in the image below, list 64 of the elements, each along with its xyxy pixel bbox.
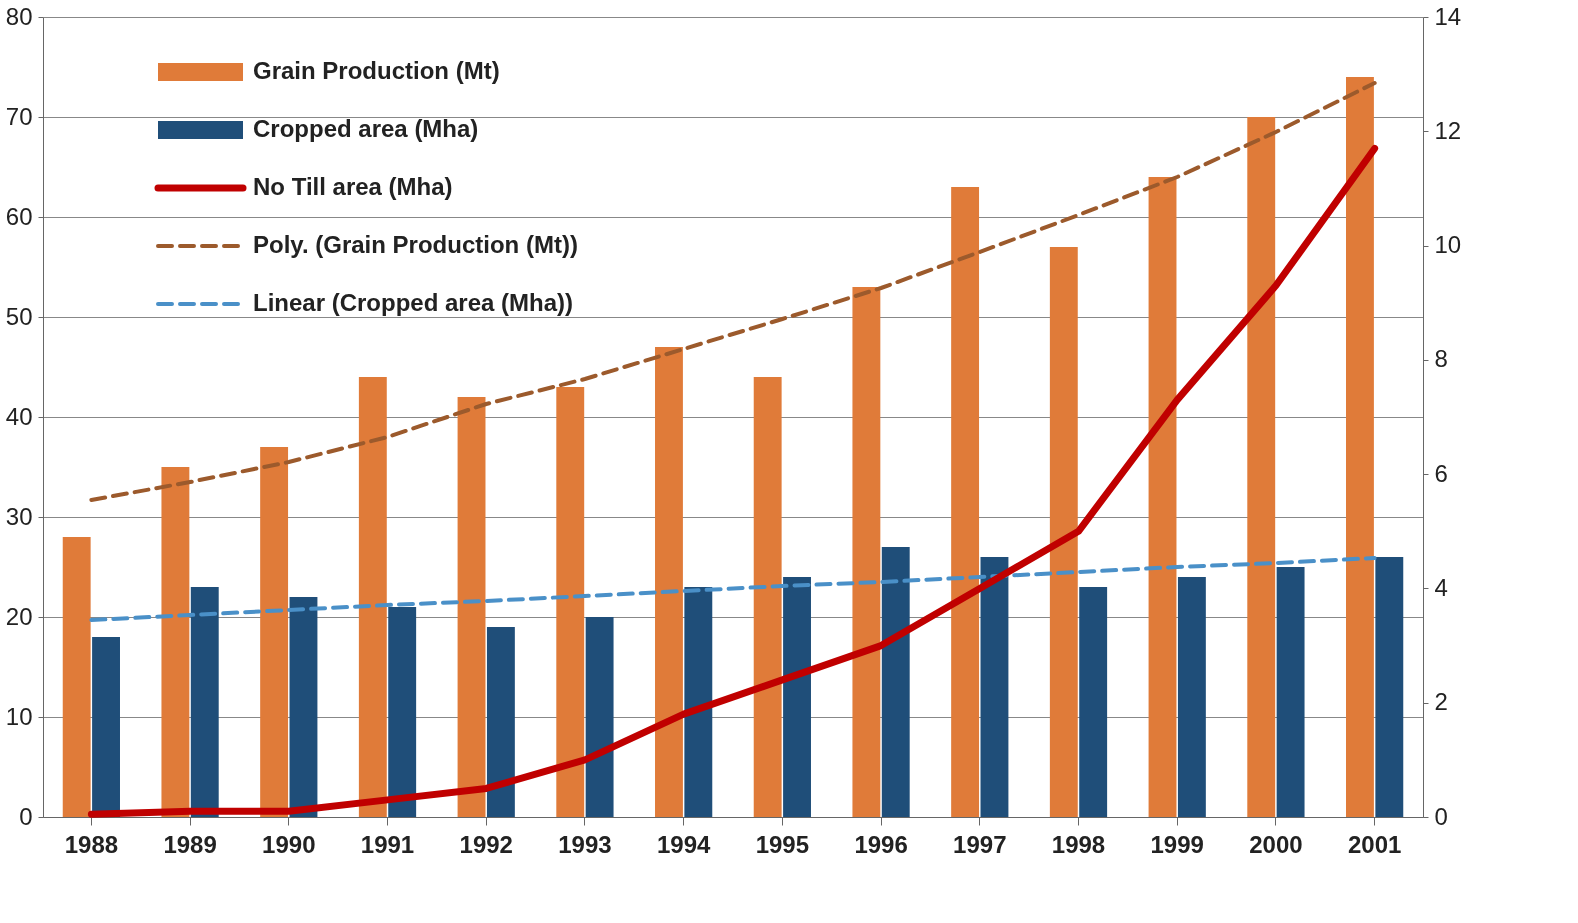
bar (486, 627, 515, 817)
y2-tick-label: 10 (1434, 231, 1462, 259)
bar (852, 287, 881, 817)
bar (190, 587, 219, 817)
bar (1375, 557, 1404, 817)
bar (753, 377, 782, 817)
bar (62, 537, 91, 817)
bar (556, 387, 585, 817)
y2-tick-label: 2 (1434, 688, 1448, 716)
y-tick-label: 30 (5, 502, 33, 530)
bar (951, 187, 980, 817)
bar (260, 447, 289, 817)
legend-label: Linear (Cropped area (Mha)) (253, 289, 574, 316)
x-tick-label: 1990 (262, 830, 316, 858)
bar (1148, 177, 1177, 817)
y-tick-label: 80 (5, 2, 33, 30)
bar (655, 347, 683, 817)
bar (1346, 77, 1374, 817)
bar (783, 577, 811, 817)
x-tick-label: 1992 (459, 830, 513, 858)
y2-tick-label: 12 (1434, 116, 1462, 144)
bar (161, 467, 190, 817)
x-tick-label: 2001 (1347, 830, 1402, 858)
y2-tick-label: 6 (1434, 459, 1448, 487)
bar (1079, 587, 1108, 817)
bar (1276, 567, 1305, 817)
x-tick-label: 1989 (163, 830, 217, 858)
y2-tick-label: 14 (1434, 2, 1462, 30)
x-tick-label: 1991 (360, 830, 415, 858)
x-tick-label: 1999 (1150, 830, 1204, 858)
bar (684, 587, 713, 817)
x-tick-label: 1996 (854, 830, 908, 858)
y2-tick-label: 8 (1434, 345, 1448, 373)
y-tick-label: 70 (5, 102, 33, 130)
y-tick-label: 20 (5, 602, 33, 630)
y-tick-label: 40 (5, 402, 33, 430)
x-tick-label: 1993 (558, 830, 612, 858)
bar (1247, 117, 1276, 817)
x-tick-label: 2000 (1249, 830, 1303, 858)
bar (457, 397, 486, 817)
legend-label: Poly. (Grain Production (Mt)) (253, 231, 578, 258)
x-tick-label: 1997 (953, 830, 1007, 858)
y-tick-label: 10 (5, 702, 33, 730)
bar (980, 557, 1009, 817)
bar (1049, 247, 1078, 817)
line-series (89, 556, 1377, 622)
y-tick-label: 0 (19, 802, 33, 830)
bar (388, 607, 417, 817)
x-tick-label: 1988 (64, 830, 119, 858)
legend-label: Grain Production (Mt) (253, 57, 500, 84)
legend-label: No Till area (Mha) (253, 173, 453, 200)
y2-tick-label: 0 (1434, 802, 1448, 830)
bar (585, 617, 614, 817)
x-tick-label: 1998 (1051, 830, 1106, 858)
x-tick-label: 1995 (755, 830, 810, 858)
bar (881, 547, 910, 817)
y-tick-label: 50 (5, 302, 33, 330)
bar (289, 597, 318, 817)
y-tick-label: 60 (5, 202, 33, 230)
x-tick-label: 1994 (656, 830, 711, 858)
bar (358, 377, 387, 817)
legend-label: Cropped area (Mha) (253, 115, 479, 142)
y2-tick-label: 4 (1434, 573, 1448, 601)
bar (1177, 577, 1206, 817)
